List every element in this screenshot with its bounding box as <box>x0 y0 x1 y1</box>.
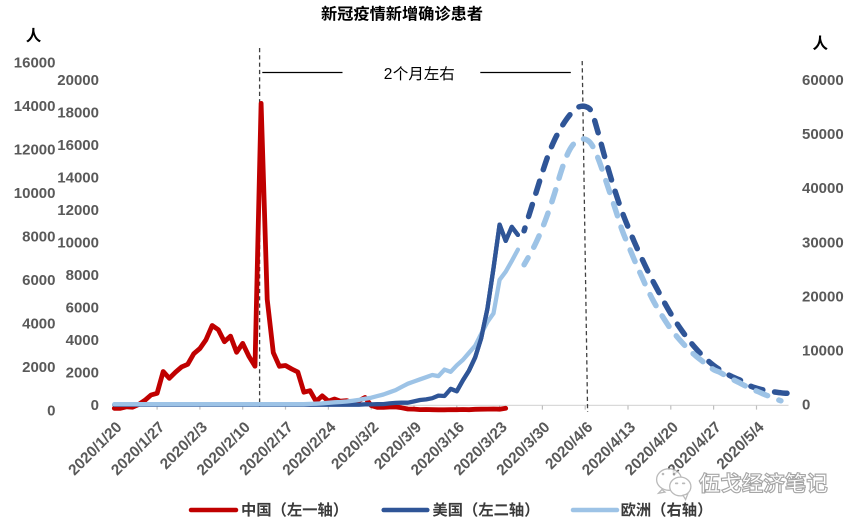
svg-text:8000: 8000 <box>66 267 99 284</box>
svg-text:6000: 6000 <box>22 272 55 289</box>
svg-text:12000: 12000 <box>57 202 99 219</box>
svg-text:16000: 16000 <box>14 55 56 72</box>
svg-text:60000: 60000 <box>802 72 844 89</box>
svg-text:6000: 6000 <box>66 300 99 317</box>
svg-text:8000: 8000 <box>22 228 55 245</box>
svg-text:50000: 50000 <box>802 126 844 143</box>
svg-text:2000: 2000 <box>22 359 55 376</box>
svg-text:2: 2 <box>384 66 393 83</box>
svg-text:12000: 12000 <box>14 141 56 158</box>
svg-text:14000: 14000 <box>57 170 99 187</box>
svg-text:30000: 30000 <box>802 234 844 251</box>
svg-text:40000: 40000 <box>802 180 844 197</box>
svg-text:4000: 4000 <box>22 315 55 332</box>
svg-text:2000: 2000 <box>66 365 99 382</box>
svg-text:14000: 14000 <box>14 98 56 115</box>
svg-text:0: 0 <box>47 402 55 419</box>
svg-text:10000: 10000 <box>802 343 844 360</box>
svg-text:10000: 10000 <box>14 185 56 202</box>
svg-text:10000: 10000 <box>57 235 99 252</box>
svg-text:20000: 20000 <box>802 288 844 305</box>
svg-text:16000: 16000 <box>57 137 99 154</box>
svg-text:18000: 18000 <box>57 105 99 122</box>
svg-text:0: 0 <box>802 397 810 414</box>
svg-text:4000: 4000 <box>66 332 99 349</box>
svg-text:0: 0 <box>91 397 99 414</box>
svg-text:20000: 20000 <box>57 72 99 89</box>
